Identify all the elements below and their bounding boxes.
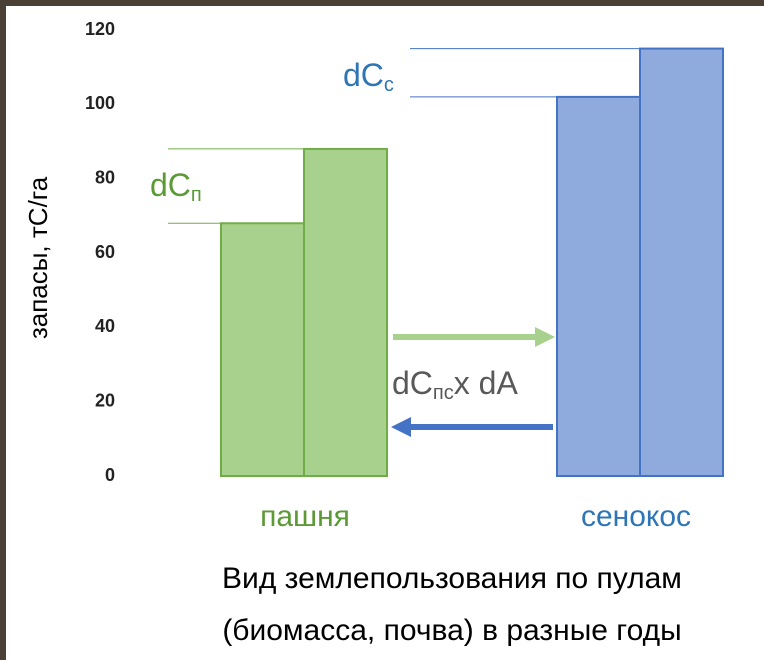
annotation-text: dC: [392, 365, 433, 401]
annotation-subscript: пс: [433, 382, 454, 404]
bar: [221, 223, 304, 476]
y-tick-label: 80: [95, 167, 115, 187]
annotation-subscript: с: [384, 74, 394, 96]
x-axis-label: (биомасса, почва) в разные годы: [222, 614, 681, 647]
x-axis-label: Вид землепользования по пулам: [222, 562, 682, 595]
annotation-text: dC: [150, 167, 191, 203]
y-tick-label: 120: [85, 19, 115, 39]
annotation-subscript: п: [191, 184, 202, 206]
category-label: сенокос: [581, 500, 691, 533]
y-tick-label: 0: [105, 465, 115, 485]
bar: [640, 49, 723, 476]
annotation-text: x dA: [454, 365, 519, 401]
y-tick-label: 100: [85, 93, 115, 113]
bar: [304, 149, 387, 476]
chart: запасы, тС/га Вид землепользования по пу…: [0, 0, 764, 660]
y-axis-label: запасы, тС/га: [23, 176, 53, 339]
y-tick-label: 40: [95, 316, 115, 336]
bar: [557, 97, 640, 476]
category-label: пашня: [260, 500, 350, 533]
annotation: dCпсx dA: [392, 365, 518, 404]
page: запасы, тС/га Вид землепользования по пу…: [0, 0, 764, 660]
y-tick-label: 20: [95, 390, 115, 410]
y-tick-label: 60: [95, 242, 115, 262]
annotation-text: dC: [343, 57, 384, 93]
